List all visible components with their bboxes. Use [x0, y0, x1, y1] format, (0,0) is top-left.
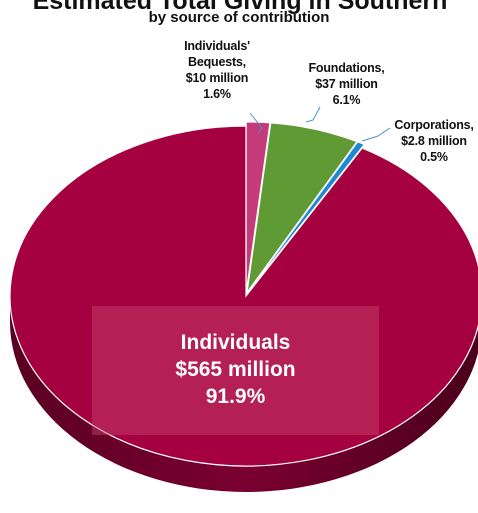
leader-corporations: [361, 127, 391, 142]
individuals-label-box: [92, 306, 379, 435]
slice-bequests: [245, 121, 271, 293]
slice-individuals: [9, 125, 478, 467]
leader-foundations: [305, 106, 321, 123]
slice-foundations: [246, 122, 358, 293]
chart-subtitle: by source of contribution: [148, 9, 330, 26]
label-bequests: Individuals' Bequests, $10 million 1.6%: [184, 39, 250, 101]
slice-corporations: [247, 141, 365, 293]
leader-bequests: [249, 112, 263, 134]
label-foundations: Foundations, $37 million 6.1%: [308, 61, 385, 107]
label-individuals: Individuals $565 million 91.9%: [175, 331, 296, 408]
label-corporations: Corporations, $2.8 million 0.5%: [394, 118, 474, 164]
chart-title: Estimated Total Giving in Southern: [32, 0, 448, 15]
